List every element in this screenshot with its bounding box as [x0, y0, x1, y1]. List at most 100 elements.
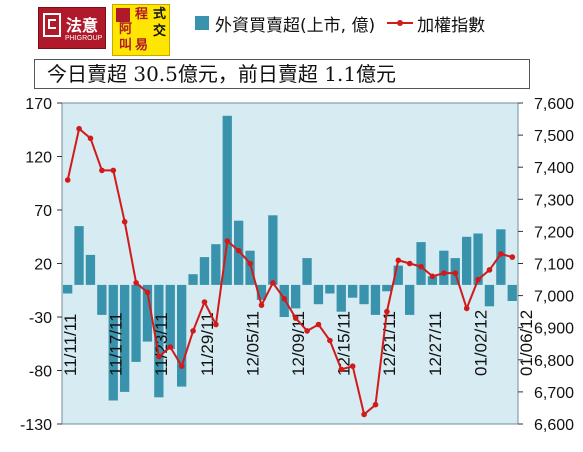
bar-mark: [325, 284, 335, 294]
line-series-swatch: [387, 16, 414, 30]
program-logo-char: 程: [135, 7, 149, 22]
index-point: [509, 254, 516, 260]
right-axis-tick-label: 7,000: [534, 289, 574, 306]
index-point: [235, 247, 242, 254]
program-logo-char: 易: [135, 38, 149, 53]
bar-mark: [97, 284, 107, 315]
index-point: [258, 302, 265, 309]
index-point: [76, 125, 82, 132]
bar-mark: [211, 244, 221, 285]
bar-mark: [405, 284, 415, 315]
bar-mark: [63, 284, 73, 294]
bar-mark: [74, 226, 84, 285]
left-axis-tick-label: 20: [34, 257, 52, 274]
bar-mark: [256, 284, 267, 300]
index-point: [64, 177, 71, 183]
right-axis-tick-label: 6,600: [534, 417, 574, 434]
bar-mark: [199, 257, 210, 285]
index-point: [224, 238, 231, 244]
index-point: [452, 270, 459, 276]
index-point: [372, 401, 379, 408]
left-axis-tick-label: 70: [34, 203, 52, 220]
bar-mark: [268, 215, 278, 285]
bar-mark: [427, 276, 438, 285]
left-axis-tick-label: 120: [25, 150, 52, 167]
index-point: [349, 363, 356, 370]
x-axis-tick-label: 11/29/11: [198, 312, 217, 376]
x-axis-tick-label: 12/27/11: [426, 311, 445, 376]
bar-mark: [165, 284, 175, 350]
index-point: [121, 219, 128, 225]
legend-line-label: 加權指數: [417, 15, 486, 36]
chart-legend: 外資買賣超(上市, 億) 加權指數: [195, 9, 485, 37]
left-axis-tick-label: -130: [20, 417, 52, 434]
x-axis-tick-label: 11/23/11: [152, 312, 171, 376]
bar-mark: [439, 250, 449, 285]
bar-mark: [473, 233, 483, 285]
phigroup-logo: 法意 PHIGROUP: [38, 7, 106, 49]
index-point: [361, 411, 367, 418]
index-point: [144, 289, 151, 296]
bar-mark: [245, 250, 255, 285]
index-line: [66, 126, 513, 417]
index-point: [201, 299, 208, 305]
index-point: [498, 251, 504, 257]
left-axis-tick-label: -80: [29, 364, 52, 381]
bar-mark: [85, 254, 96, 285]
right-axis-tick-label: 7,300: [534, 192, 574, 209]
bar-mark: [313, 284, 324, 305]
right-axis-tick-label: 7,100: [534, 257, 574, 274]
bar-mark: [131, 284, 141, 362]
bar-series-swatch: [195, 16, 209, 30]
index-point: [87, 135, 94, 142]
x-axis-tick-label: 11/11/11: [61, 314, 80, 376]
x-axis-tick-label: 01/02/12: [471, 310, 490, 376]
bar-mark: [462, 236, 472, 285]
bar-mark: [177, 284, 187, 387]
right-axis-tick-label: 7,200: [534, 224, 574, 241]
index-point: [327, 337, 333, 344]
bar-mark: [507, 284, 517, 301]
index-point: [167, 344, 174, 350]
bar-mark: [382, 284, 392, 292]
bar-mark: [348, 284, 358, 298]
index-point: [315, 321, 322, 328]
index-point: [384, 308, 390, 315]
bar-mark: [120, 284, 130, 392]
index-point: [406, 260, 413, 267]
right-axis-tick-label: 7,600: [534, 96, 574, 113]
x-axis-tick-label: 12/15/11: [335, 311, 354, 376]
index-point: [247, 260, 253, 267]
bar-mark: [154, 284, 164, 398]
phigroup-mark-icon: [43, 13, 61, 37]
bar-mark: [142, 284, 153, 342]
right-axis-tick-label: 6,800: [534, 353, 574, 370]
program-logo-mark-icon: [116, 8, 130, 22]
index-point: [99, 167, 105, 174]
x-axis-tick-label: 11/17/11: [107, 312, 126, 376]
index-point: [338, 366, 345, 373]
index-point: [133, 280, 139, 286]
index-point: [270, 280, 276, 286]
phigroup-logo-text: 法意: [66, 16, 99, 35]
index-point: [156, 353, 162, 360]
right-axis-tick-label: 6,700: [534, 385, 574, 402]
program-logo-char: 式: [153, 7, 167, 22]
bar-mark: [416, 242, 426, 285]
index-point: [429, 273, 436, 280]
bar-mark: [302, 258, 312, 285]
index-point: [475, 276, 481, 283]
program-logo-char: 叫: [119, 38, 133, 53]
bar-mark: [370, 284, 381, 315]
index-point: [292, 315, 299, 321]
right-axis-tick-label: 7,400: [534, 160, 574, 177]
bar-mark: [393, 265, 403, 285]
index-point: [178, 363, 185, 370]
left-axis-tick-label: -30: [29, 310, 52, 327]
left-axis-tick-label: 170: [25, 96, 52, 113]
index-point: [486, 267, 493, 273]
program-logo-char: 交: [153, 24, 167, 39]
index-point: [304, 328, 310, 334]
index-point: [441, 270, 447, 276]
